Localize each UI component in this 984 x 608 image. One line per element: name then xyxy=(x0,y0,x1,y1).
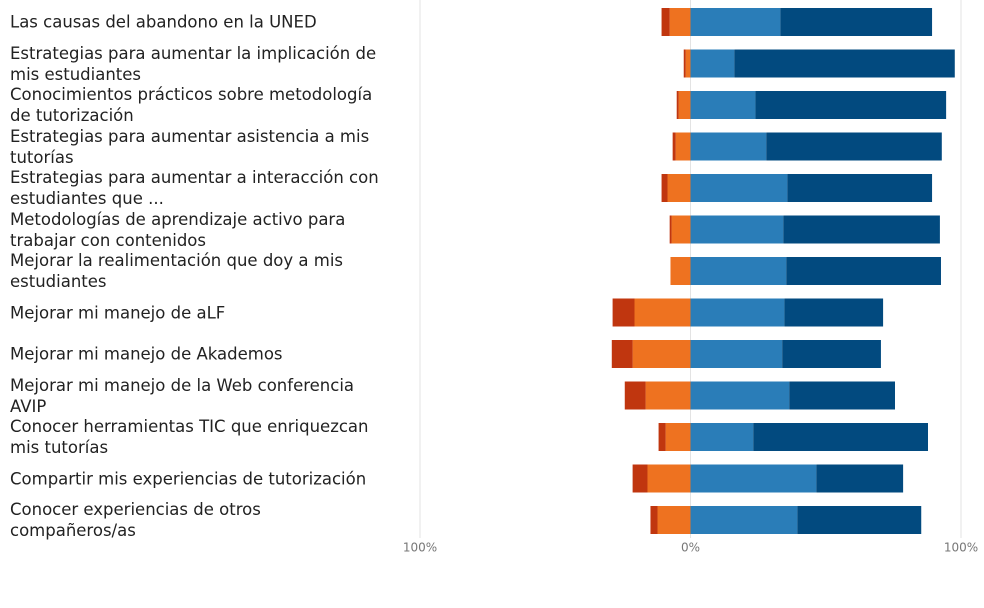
bar-segment xyxy=(657,506,691,534)
bar-segment xyxy=(789,381,895,410)
bar-segment xyxy=(647,464,691,493)
bar-segment xyxy=(690,506,798,534)
bar-segment xyxy=(766,132,942,161)
bar-segment xyxy=(634,298,691,327)
bar-segment xyxy=(658,423,666,451)
bar-segment xyxy=(782,340,881,368)
x-tick-label: 100% xyxy=(944,541,978,555)
bar-segment xyxy=(755,91,947,119)
bar-segment xyxy=(690,423,754,451)
bar-segment xyxy=(669,215,672,244)
category-label: Compartir mis experiencias de tutorizaci… xyxy=(10,469,367,488)
bar-segment xyxy=(650,506,658,534)
category-label: Estrategias para aumentar a interacción … xyxy=(10,168,379,208)
bar-segment xyxy=(671,215,691,244)
category-label: Mejorar mi manejo de Akademos xyxy=(10,344,283,364)
bar-segment xyxy=(787,174,933,202)
bar-segment xyxy=(690,381,790,410)
bar-segment xyxy=(784,298,884,327)
bar-segment xyxy=(632,464,648,493)
bar-segment xyxy=(786,257,941,285)
bar-segment xyxy=(667,174,691,202)
bar-segment xyxy=(612,298,635,327)
category-label: Mejorar mi manejo de aLF xyxy=(10,303,226,322)
bar-segment xyxy=(690,340,783,368)
bar-segment xyxy=(685,49,691,78)
category-label: Conocimientos prácticos sobre metodologí… xyxy=(10,85,373,125)
category-label: Estrategias para aumentar la implicación… xyxy=(10,43,377,84)
bar-segment xyxy=(797,506,922,534)
bar-segment xyxy=(672,132,676,161)
x-tick-label: 0% xyxy=(681,541,700,555)
bar-segment xyxy=(675,132,691,161)
bar-segment xyxy=(734,49,955,78)
bar-segment xyxy=(624,381,646,410)
category-label: Mejorar la realimentación que doy a mis … xyxy=(10,251,344,291)
category-label: Metodologías de aprendizaje activo para … xyxy=(10,209,346,250)
bar-segment xyxy=(661,174,668,202)
bar-segment xyxy=(683,49,686,78)
bar-segment xyxy=(670,257,691,285)
category-label: Conocer experiencias de otros compañeros… xyxy=(10,500,261,540)
bar-segment xyxy=(690,49,735,78)
bar-segment xyxy=(690,215,784,244)
bar-segment xyxy=(690,174,788,202)
bar-segment xyxy=(676,91,679,119)
bar-segment xyxy=(690,257,787,285)
bar-segment xyxy=(669,8,691,36)
bar-segment xyxy=(690,91,756,119)
bar-segment xyxy=(816,464,904,493)
category-label: Las causas del abandono en la UNED xyxy=(10,12,317,32)
bar-segment xyxy=(611,340,633,368)
bar-segment xyxy=(690,132,767,161)
bar-segment xyxy=(780,8,933,36)
bar-segment xyxy=(678,91,691,119)
bar-segment xyxy=(783,215,940,244)
bar-segment xyxy=(661,8,670,36)
bar-segment xyxy=(632,340,691,368)
x-tick-label: 100% xyxy=(403,541,437,555)
bar-segment xyxy=(753,423,928,451)
category-label: Mejorar mi manejo de la Web conferencia … xyxy=(10,375,355,416)
category-label: Estrategias para aumentar asistencia a m… xyxy=(10,126,370,167)
bar-segment xyxy=(690,298,785,327)
category-label: Conocer herramientas TIC que enriquezcan… xyxy=(10,417,369,457)
bar-segment xyxy=(690,8,781,36)
bar-segment xyxy=(645,381,691,410)
bar-segment xyxy=(690,464,817,493)
bar-segment xyxy=(665,423,691,451)
